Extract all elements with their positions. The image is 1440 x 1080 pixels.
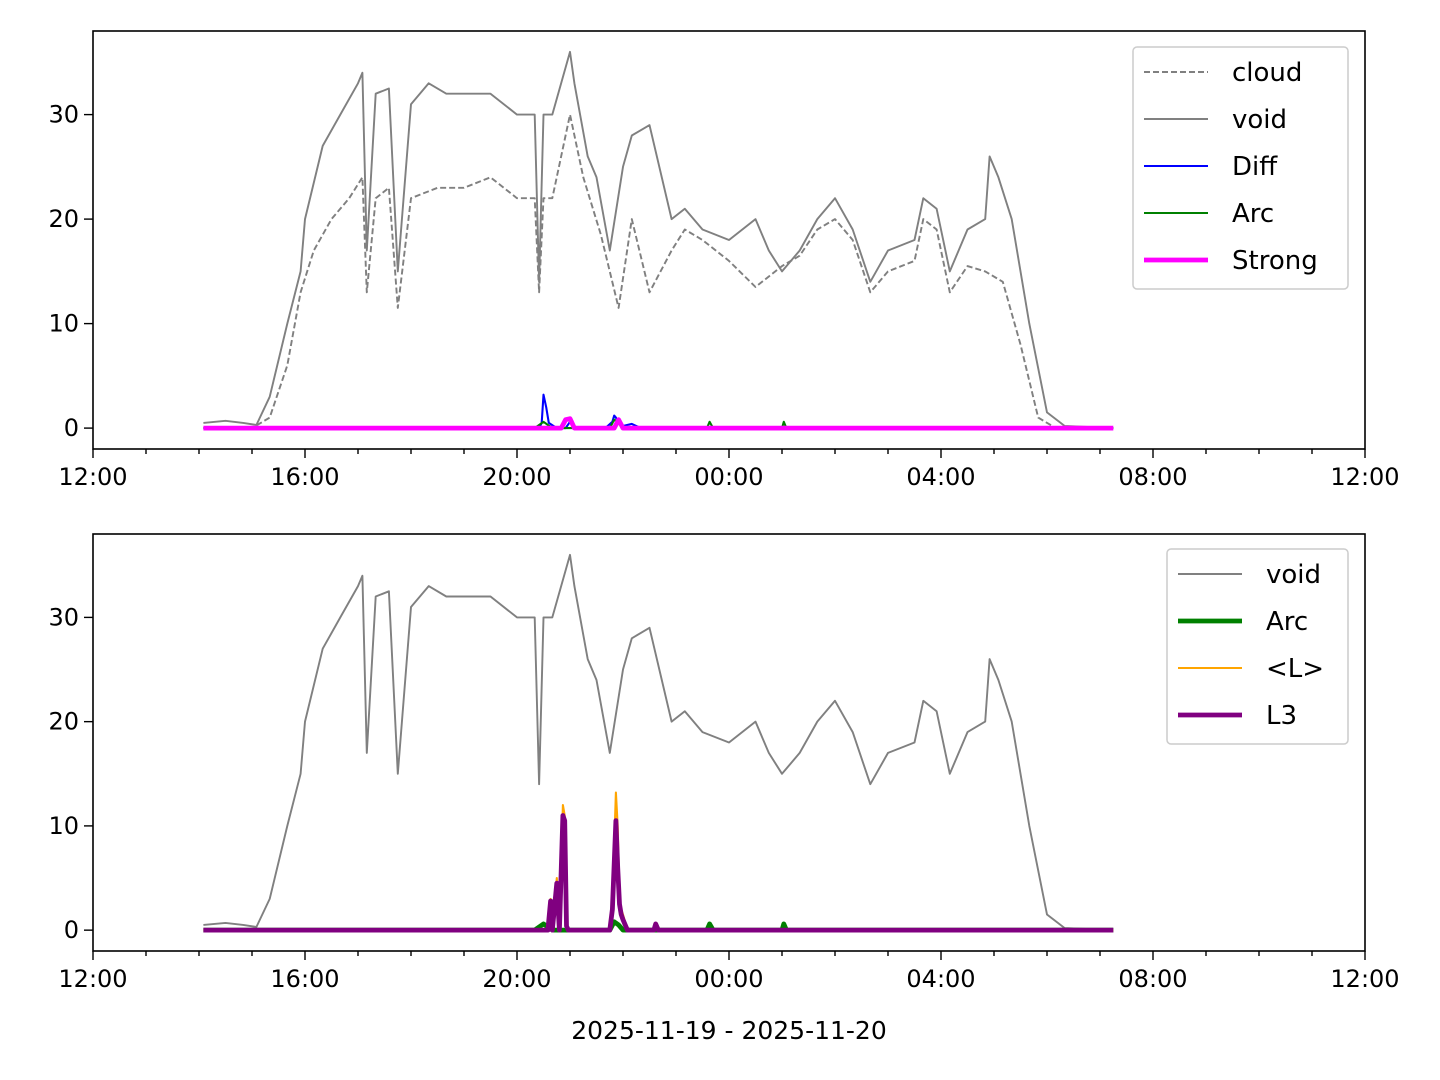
legend-label: L3 xyxy=(1266,701,1297,731)
x-tick-label: 08:00 xyxy=(1118,463,1187,491)
x-tick-label: 00:00 xyxy=(694,463,763,491)
series-group xyxy=(203,50,1114,431)
legend-label: void xyxy=(1232,105,1287,135)
y-tick-label: 30 xyxy=(48,101,79,129)
legend-label: Arc xyxy=(1266,607,1308,637)
x-tick-label: 20:00 xyxy=(482,965,551,993)
x-axis-label: 2025-11-19 - 2025-11-20 xyxy=(571,1016,887,1045)
legend-label: <L> xyxy=(1266,654,1324,684)
legend-box xyxy=(1132,46,1349,290)
y-tick-label: 30 xyxy=(48,603,79,631)
x-tick-label: 16:00 xyxy=(270,965,339,993)
series-line-2 xyxy=(203,50,1114,430)
x-tick-label: 04:00 xyxy=(906,965,975,993)
legend: cloud void Diff Arc Strong xyxy=(1132,46,1349,290)
x-tick-label: 04:00 xyxy=(906,463,975,491)
x-tick-label: 16:00 xyxy=(270,463,339,491)
x-tick-label: 12:00 xyxy=(1330,463,1399,491)
series-line-5 xyxy=(203,416,1114,431)
series-line-4 xyxy=(203,813,1114,933)
x-tick-label: 12:00 xyxy=(58,463,127,491)
legend-label: Diff xyxy=(1232,152,1278,182)
x-tick-label: 00:00 xyxy=(694,965,763,993)
x-tick-label: 20:00 xyxy=(482,463,551,491)
legend-box xyxy=(1166,548,1349,745)
series-group xyxy=(203,553,1114,933)
legend-label: cloud xyxy=(1232,58,1302,88)
series-line-1 xyxy=(203,113,1114,430)
y-tick-label: 0 xyxy=(64,916,79,944)
chart-panel-2: 12:00 16:00 20:00 00:00 04:00 08:00 12:00 0 10 20… xyxy=(48,533,1400,1045)
legend-label: Arc xyxy=(1232,199,1274,229)
y-tick-label: 20 xyxy=(48,708,79,736)
series-line-1 xyxy=(203,553,1114,932)
y-tick-label: 0 xyxy=(64,414,79,442)
x-tick-label: 12:00 xyxy=(58,965,127,993)
chart-panel-1: 12:00 16:00 20:00 00:00 04:00 08:00 12:00 0 10 20… xyxy=(48,30,1400,491)
legend: void Arc <L> L3 xyxy=(1166,548,1349,745)
chart-panels: 12:00 16:00 20:00 00:00 04:00 08:00 12:00 0 10 20… xyxy=(48,30,1400,1045)
y-tick-label: 10 xyxy=(48,812,79,840)
y-tick-label: 10 xyxy=(48,310,79,338)
x-tick-label: 08:00 xyxy=(1118,965,1187,993)
legend-label: Strong xyxy=(1232,246,1318,276)
legend-label: void xyxy=(1266,560,1321,590)
y-tick-label: 20 xyxy=(48,205,79,233)
x-tick-label: 12:00 xyxy=(1330,965,1399,993)
